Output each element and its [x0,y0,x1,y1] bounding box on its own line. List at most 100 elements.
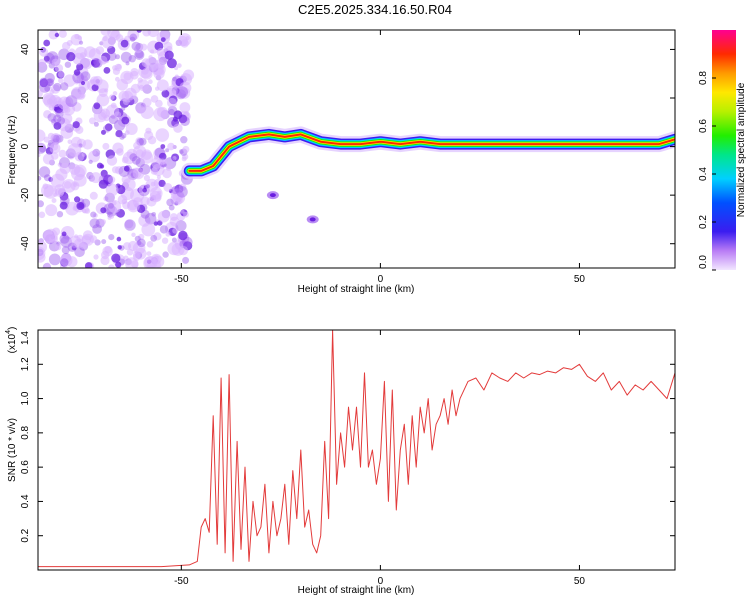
noise-speck [132,167,145,180]
snr-xtick-label: -50 [174,576,189,587]
noise-speck [57,116,66,125]
noise-speck [146,251,152,256]
noise-speck [38,90,43,98]
colorbar-tick-label: 0.0 [698,255,709,269]
noise-speck [102,173,109,181]
noise-speck [154,59,165,70]
noise-speck [116,148,124,156]
noise-speck [123,165,130,172]
noise-speck [112,91,118,96]
noise-speck [53,82,62,92]
noise-speck [48,30,59,40]
noise-speck [63,74,76,87]
noise-speck [129,33,137,41]
noise-speck [168,108,175,116]
noise-speck [180,136,188,144]
noise-speck [43,55,50,62]
noise-speck [102,142,110,150]
noise-speck [142,97,152,107]
noise-speck [39,145,46,153]
noise-speckle [38,30,195,268]
noise-speck [168,204,175,211]
noise-speck [163,41,173,51]
noise-speck [38,175,42,181]
noise-speck [138,233,145,241]
noise-speck [114,63,122,72]
noise-speck [58,149,67,158]
colorbar-tick-label: 0.4 [698,167,709,181]
noise-speck [115,54,120,60]
noise-speck [73,182,78,187]
noise-speck [42,153,54,165]
noise-speck [82,139,93,150]
noise-speck [111,166,120,174]
noise-speck [165,165,172,171]
noise-speck [44,262,51,268]
noise-speck [38,166,51,178]
noise-speck [155,99,163,108]
noise-speck [102,246,113,257]
noise-speck [90,211,97,218]
noise-speck [176,86,189,98]
noise-speck [117,194,128,205]
noise-speck [93,254,99,260]
noise-speck [49,89,55,95]
noise-speck [125,61,130,66]
colorbar-ticks: 0.0 0.2 0.4 0.6 0.8 [698,71,716,271]
noise-speck [98,55,108,65]
noise-speck [115,131,122,138]
noise-speck [89,117,96,125]
noise-speck [107,176,116,184]
noise-speck [71,86,85,100]
noise-speck [120,51,132,63]
noise-speck [38,152,41,158]
noise-speck [142,187,147,193]
noise-speck [103,67,111,74]
noise-speck [78,40,84,45]
noise-speck [115,130,123,138]
noise-speck [93,121,99,127]
snr-ylabel: SNR (10 * v/v) [7,418,18,482]
noise-speck [138,137,147,146]
noise-speck [46,78,55,87]
noise-speck [180,209,185,214]
noise-speck [74,246,85,258]
snr-panel: -50 0 50 0.2 0.4 0.6 0.8 1.0 1.2 1.4 Height of st… [5,327,676,596]
spectrogram-ylabel: Frequency (Hz) [7,116,18,185]
noise-speck [50,173,65,188]
noise-speck [172,156,177,161]
figure-title: C2E5.2025.334.16.50.R04 [298,2,452,17]
noise-speck [81,152,86,157]
noise-speck [72,52,85,65]
colorbar-tick-label: 0.6 [698,119,709,133]
noise-speck [166,198,174,207]
noise-speck [100,30,111,36]
noise-speck [108,200,122,213]
noise-speck [105,183,119,197]
noise-speck [156,79,169,92]
noise-speck [176,186,188,198]
noise-speck [156,48,166,57]
noise-speck [146,259,152,264]
noise-speck [141,58,151,68]
spec-xtick-label: 50 [574,274,586,285]
noise-speck [72,206,78,211]
noise-speck [99,164,105,169]
noise-speck [89,218,100,229]
noise-speck [182,145,190,153]
noise-speck [54,32,60,38]
spec-ytick-label: 0 [20,143,31,149]
noise-speck [39,77,48,87]
noise-speck [172,227,179,234]
spectrogram-xlabel: Height of straight line (km) [298,284,415,295]
noise-speck [101,35,115,49]
noise-speck [140,196,150,206]
noise-speck [109,94,115,100]
noise-speck [145,127,152,134]
noise-speck [38,129,46,142]
noise-speck [114,111,122,119]
noise-speck [159,225,169,234]
noise-speck [181,156,187,162]
noise-speck [124,87,137,100]
